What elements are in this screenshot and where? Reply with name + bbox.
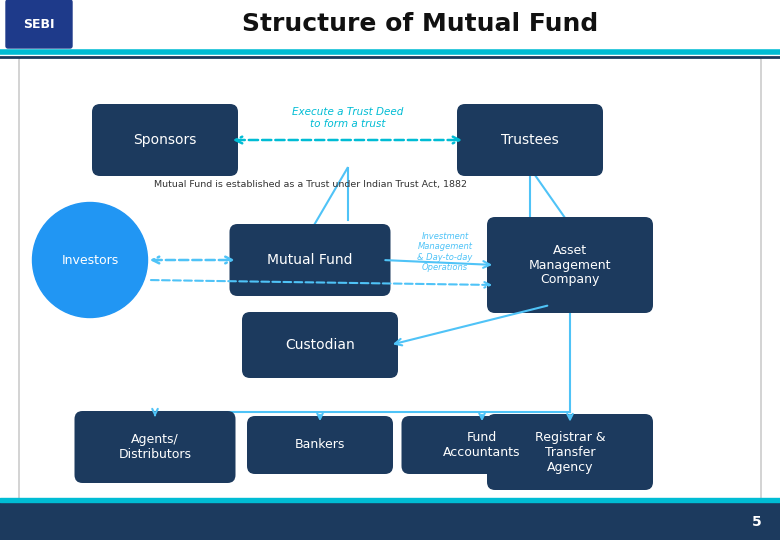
Text: Mutual Fund is established as a Trust under Indian Trust Act, 1882: Mutual Fund is established as a Trust un… [154, 180, 466, 190]
FancyBboxPatch shape [402, 416, 562, 474]
FancyBboxPatch shape [6, 0, 72, 48]
FancyBboxPatch shape [0, 0, 780, 50]
FancyBboxPatch shape [457, 104, 603, 176]
Text: Sponsors: Sponsors [133, 133, 197, 147]
Text: Agents/
Distributors: Agents/ Distributors [119, 433, 192, 461]
Text: Registrar &
Transfer
Agency: Registrar & Transfer Agency [534, 430, 605, 474]
Text: 5: 5 [752, 515, 762, 529]
FancyBboxPatch shape [92, 104, 238, 176]
Text: SEBI: SEBI [23, 17, 55, 30]
Text: Bankers: Bankers [295, 438, 346, 451]
Text: Mutual Fund: Mutual Fund [268, 253, 353, 267]
Text: Trustees: Trustees [501, 133, 559, 147]
FancyBboxPatch shape [229, 224, 391, 296]
FancyBboxPatch shape [75, 411, 236, 483]
Text: Structure of Mutual Fund: Structure of Mutual Fund [242, 12, 598, 36]
Text: Investment
Management
& Day-to-day
Operations: Investment Management & Day-to-day Opera… [417, 232, 473, 272]
Text: Fund
Accountants: Fund Accountants [443, 431, 521, 459]
Text: Investors: Investors [62, 253, 119, 267]
FancyBboxPatch shape [487, 217, 653, 313]
FancyBboxPatch shape [19, 57, 761, 501]
Ellipse shape [33, 202, 147, 318]
FancyBboxPatch shape [487, 414, 653, 490]
FancyBboxPatch shape [242, 312, 398, 378]
Text: Asset
Management
Company: Asset Management Company [529, 244, 612, 287]
Text: Custodian: Custodian [285, 338, 355, 352]
FancyBboxPatch shape [247, 416, 393, 474]
Text: Execute a Trust Deed
to form a trust: Execute a Trust Deed to form a trust [292, 107, 403, 129]
